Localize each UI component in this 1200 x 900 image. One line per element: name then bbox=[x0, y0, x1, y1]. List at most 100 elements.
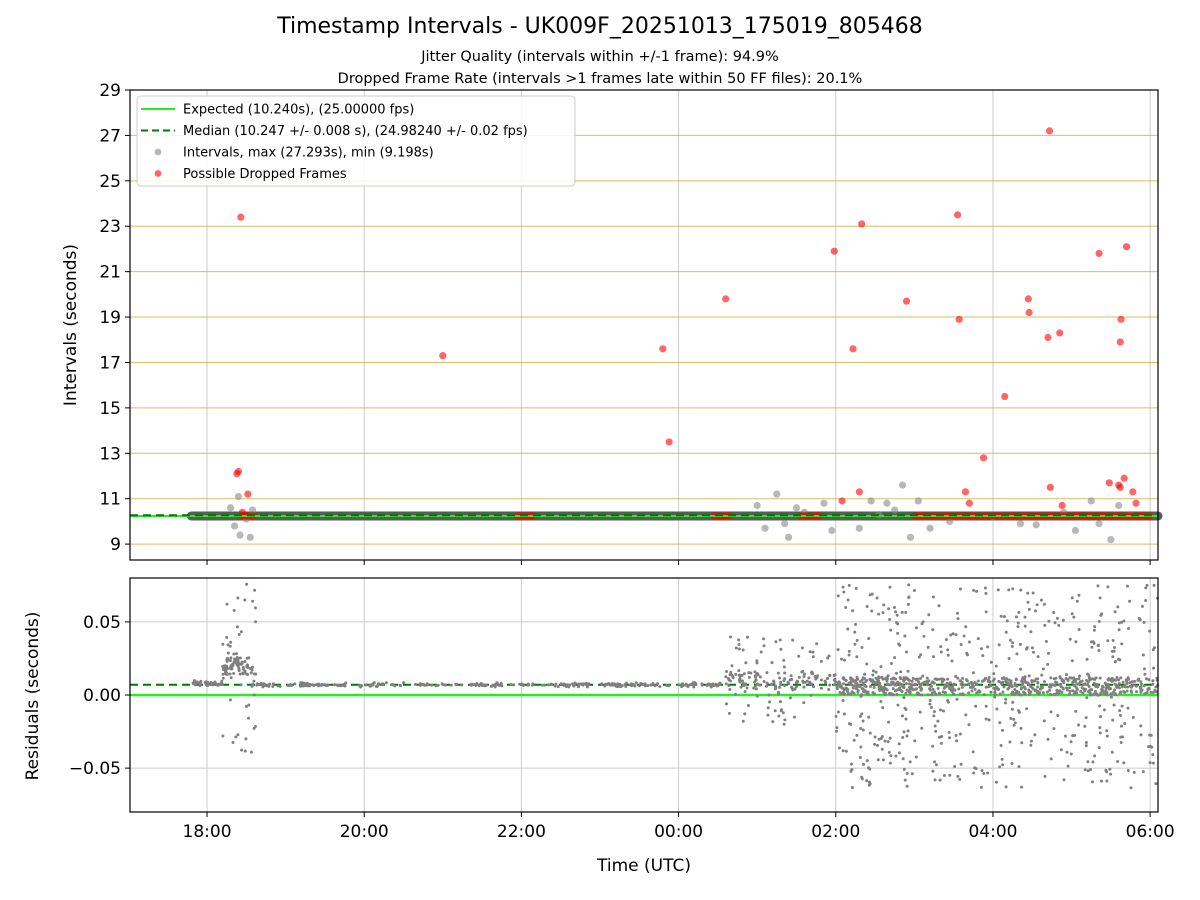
residual-point bbox=[1072, 683, 1076, 687]
residual-point bbox=[892, 677, 896, 681]
residual-point bbox=[1077, 593, 1081, 597]
residual-point bbox=[221, 667, 225, 671]
residual-point bbox=[832, 678, 836, 682]
residual-point bbox=[1075, 686, 1079, 690]
interval-point bbox=[249, 506, 257, 514]
residual-point bbox=[839, 684, 843, 688]
residual-point bbox=[939, 650, 943, 654]
residual-point bbox=[781, 711, 785, 715]
residual-point bbox=[1046, 737, 1050, 741]
residual-point bbox=[948, 773, 952, 777]
intervals-points bbox=[186, 127, 1163, 544]
residual-point bbox=[1085, 657, 1089, 661]
residual-point bbox=[903, 778, 907, 782]
residual-point bbox=[1070, 596, 1074, 600]
residual-point bbox=[540, 683, 544, 687]
residual-point bbox=[986, 679, 990, 683]
residual-point bbox=[239, 683, 243, 687]
residual-point bbox=[737, 669, 741, 673]
residual-point bbox=[261, 682, 265, 686]
residual-point bbox=[1109, 695, 1113, 699]
residual-point bbox=[934, 729, 938, 733]
residual-point bbox=[931, 595, 935, 599]
residual-point bbox=[554, 682, 558, 686]
residual-point bbox=[867, 636, 871, 640]
residual-point bbox=[1068, 686, 1072, 690]
residual-point bbox=[766, 713, 770, 717]
residual-point bbox=[877, 737, 881, 741]
residual-point bbox=[761, 637, 765, 641]
residual-point bbox=[193, 681, 197, 685]
residual-point bbox=[731, 676, 735, 680]
residual-point bbox=[888, 617, 892, 621]
residual-point bbox=[876, 679, 880, 683]
residual-point bbox=[871, 673, 875, 677]
residual-point bbox=[758, 683, 762, 687]
residual-point bbox=[797, 654, 801, 658]
residual-point bbox=[956, 617, 960, 621]
residual-point bbox=[231, 740, 235, 744]
residual-point bbox=[474, 684, 478, 688]
residual-point bbox=[850, 785, 854, 789]
residual-point bbox=[1133, 679, 1137, 683]
residual-point bbox=[1029, 743, 1033, 747]
residual-point bbox=[925, 676, 929, 680]
residual-point bbox=[192, 679, 196, 683]
residual-point bbox=[753, 674, 757, 678]
residual-point bbox=[986, 645, 990, 649]
residual-point bbox=[937, 677, 941, 681]
residual-point bbox=[707, 682, 711, 686]
residual-point bbox=[1077, 628, 1081, 632]
residual-point bbox=[1120, 620, 1124, 624]
interval-point bbox=[753, 501, 761, 510]
residual-point bbox=[224, 672, 228, 676]
residual-point bbox=[559, 682, 563, 686]
residual-point bbox=[570, 682, 574, 686]
residual-point bbox=[921, 674, 925, 678]
residual-point bbox=[1048, 692, 1052, 696]
residual-point bbox=[801, 669, 805, 673]
residual-point bbox=[965, 679, 969, 683]
residual-point bbox=[1027, 683, 1031, 687]
residual-point bbox=[312, 683, 316, 687]
residual-point bbox=[849, 762, 853, 766]
residual-point bbox=[919, 676, 923, 680]
residual-point bbox=[918, 682, 922, 686]
dropped-frame-point bbox=[965, 499, 973, 507]
chart-subtitle-jitter: Jitter Quality (intervals within +/-1 fr… bbox=[421, 49, 779, 65]
residual-point bbox=[737, 638, 741, 642]
residual-point bbox=[1055, 691, 1059, 695]
residual-point bbox=[1073, 733, 1077, 737]
residual-point bbox=[1097, 746, 1101, 750]
residual-point bbox=[920, 726, 924, 730]
residual-point bbox=[947, 684, 951, 688]
residual-point bbox=[1118, 713, 1122, 717]
residual-point bbox=[783, 671, 787, 675]
residual-point bbox=[1131, 683, 1135, 687]
residual-point bbox=[1055, 688, 1059, 692]
residual-point bbox=[724, 682, 728, 686]
residual-point bbox=[1007, 686, 1011, 690]
residual-point bbox=[860, 693, 864, 697]
dropped-frame-point bbox=[1045, 127, 1054, 135]
residual-point bbox=[1140, 604, 1144, 608]
residual-point bbox=[744, 661, 748, 665]
intervals-y-tick-label: 23 bbox=[99, 217, 121, 237]
residual-point bbox=[955, 697, 959, 701]
residual-point bbox=[1092, 692, 1096, 696]
residual-point bbox=[939, 741, 943, 745]
residual-point bbox=[810, 671, 814, 675]
residual-point bbox=[278, 684, 282, 688]
residuals-y-axis-label: Residuals (seconds) bbox=[23, 612, 43, 781]
residual-point bbox=[998, 765, 1002, 769]
residual-point bbox=[928, 702, 932, 706]
residual-point bbox=[1105, 779, 1109, 783]
residual-point bbox=[989, 690, 993, 694]
residual-point bbox=[863, 689, 867, 693]
residual-point bbox=[858, 756, 862, 760]
residual-point bbox=[929, 706, 933, 710]
residual-point bbox=[926, 693, 930, 697]
residual-point bbox=[1027, 688, 1031, 692]
residual-point bbox=[1144, 677, 1148, 681]
residual-point bbox=[874, 670, 878, 674]
